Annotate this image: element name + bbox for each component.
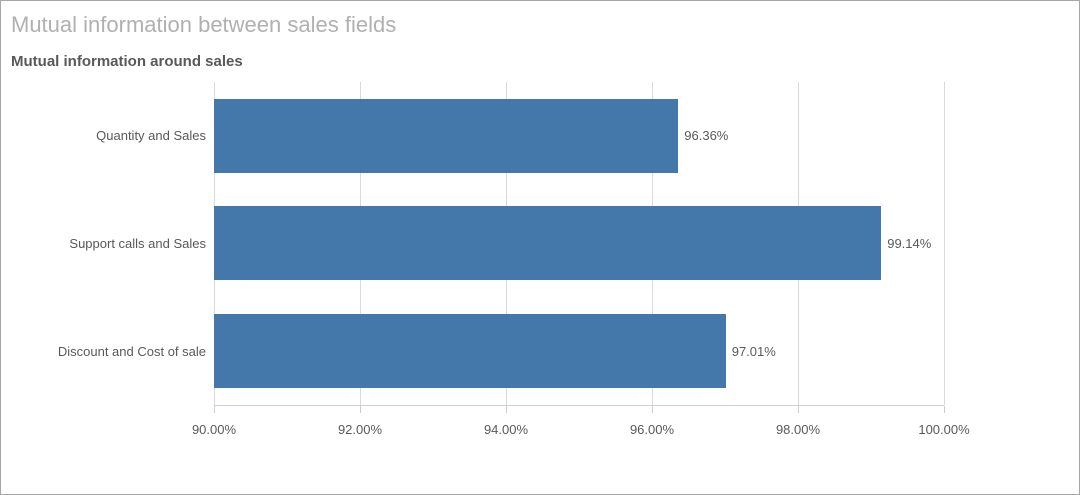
bar-row: 97.01%: [214, 297, 944, 405]
plot-area: 96.36% 99.14% 97.01%: [213, 82, 945, 406]
bar-value-label: 99.14%: [887, 235, 932, 251]
tick-mark: [505, 406, 507, 413]
category-label-row: Quantity and Sales: [1, 82, 206, 190]
tick-mark: [213, 406, 215, 413]
y-axis-category-labels: Quantity and Sales Support calls and Sale…: [1, 82, 206, 405]
gridline: [943, 82, 945, 405]
tick-mark: [359, 406, 361, 413]
x-axis-tick-labels: 90.00% 92.00% 94.00% 96.00% 98.00% 100.00%: [192, 422, 970, 440]
bar-row: 99.14%: [214, 190, 944, 298]
bar-value-label: 96.36%: [684, 128, 729, 144]
x-tick-label: 96.00%: [629, 422, 675, 437]
category-label: Quantity and Sales: [96, 128, 206, 144]
tick-mark: [651, 406, 653, 413]
bar-quantity-and-sales[interactable]: [214, 98, 679, 173]
x-tick-label: 94.00%: [483, 422, 529, 437]
x-tick-label: 90.00%: [191, 422, 237, 437]
bar-discount-and-cost-of-sale[interactable]: [214, 314, 726, 389]
tick-mark: [797, 406, 799, 413]
chart-title: Mutual information between sales fields: [11, 12, 397, 37]
x-tick-label: 100.00%: [918, 422, 970, 437]
x-axis-tick-marks: [213, 406, 945, 414]
bar-row: 96.36%: [214, 82, 944, 190]
category-label-row: Discount and Cost of sale: [1, 297, 206, 405]
category-label: Support calls and Sales: [69, 236, 206, 251]
category-label: Discount and Cost of sale: [57, 343, 206, 359]
bar-value-label: 97.01%: [731, 343, 776, 359]
chart-subtitle: Mutual information around sales: [11, 53, 243, 70]
tick-mark: [943, 406, 945, 413]
x-tick-label: 98.00%: [775, 422, 821, 437]
category-label-row: Support calls and Sales: [1, 190, 206, 298]
bar-support-calls-and-sales[interactable]: [214, 206, 882, 281]
x-tick-label: 92.00%: [337, 422, 383, 437]
